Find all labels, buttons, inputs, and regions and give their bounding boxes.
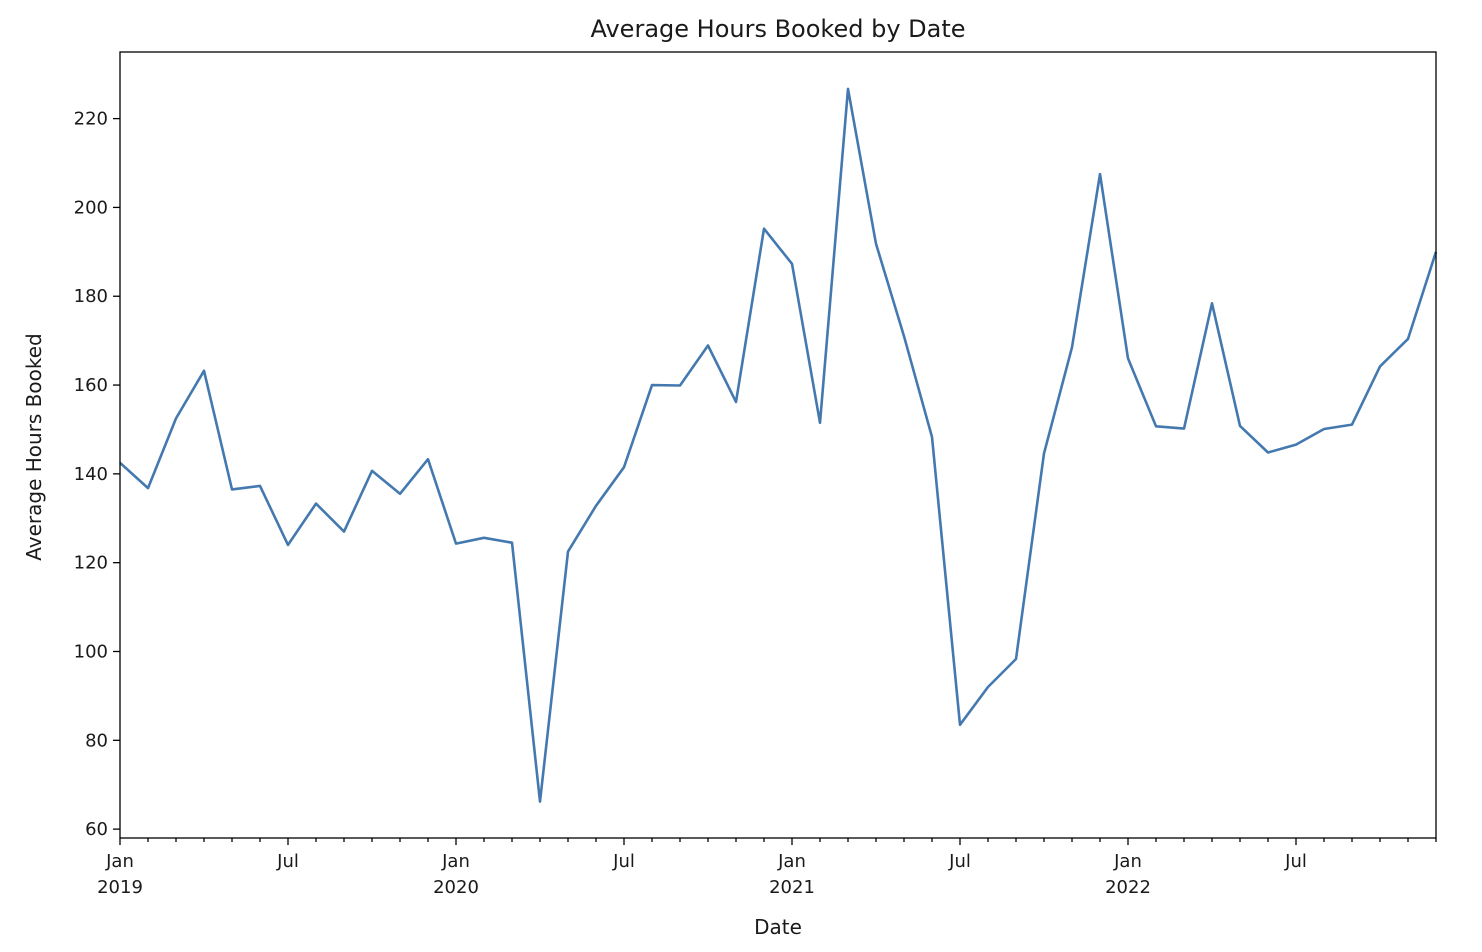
y-tick-label: 140 bbox=[74, 464, 108, 485]
plot-series bbox=[119, 87, 1438, 803]
x-tick-label: Jul bbox=[612, 851, 635, 872]
x-tick-label: Jan bbox=[1113, 851, 1142, 872]
y-tick-label: 180 bbox=[74, 286, 108, 307]
y-tick-label: 100 bbox=[74, 641, 108, 662]
y-tick-label: 60 bbox=[85, 819, 108, 840]
chart-title: Average Hours Booked by Date bbox=[590, 15, 965, 43]
series-line bbox=[119, 87, 1438, 803]
y-tick-label: 80 bbox=[85, 730, 108, 751]
y-axis-label: Average Hours Booked bbox=[22, 333, 46, 561]
x-tick-label: Jan bbox=[105, 851, 134, 872]
plot-frame bbox=[119, 51, 1437, 839]
x-tick-label: Jul bbox=[1284, 851, 1307, 872]
y-tick-label: 200 bbox=[74, 197, 108, 218]
x-tick-year-label: 2022 bbox=[1105, 877, 1151, 898]
x-tick-year-label: 2021 bbox=[769, 877, 815, 898]
x-tick-year-label: 2019 bbox=[97, 877, 143, 898]
y-tick-label: 220 bbox=[74, 109, 108, 130]
y-axis: 60 80 100 120 140 160 180 200 220 bbox=[74, 109, 120, 840]
x-tick-label: Jan bbox=[777, 851, 806, 872]
x-axis: Jan 2019 Jul Jan 2020 Jul Jan 2021 Jul Jan 2022 Jul bbox=[97, 838, 1437, 898]
y-tick-label: 120 bbox=[74, 553, 108, 574]
x-axis-label: Date bbox=[754, 915, 802, 939]
y-tick-label: 160 bbox=[74, 375, 108, 396]
x-tick-label: Jan bbox=[441, 851, 470, 872]
x-tick-year-label: 2020 bbox=[433, 877, 479, 898]
x-tick-label: Jul bbox=[276, 851, 299, 872]
x-tick-label: Jul bbox=[948, 851, 971, 872]
